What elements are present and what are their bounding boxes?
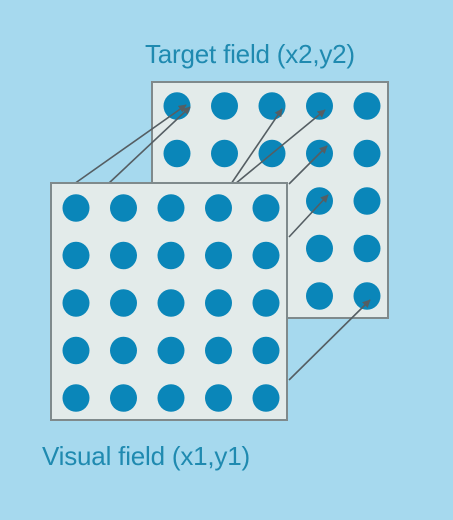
visual-field-dot-r3-c2 bbox=[110, 289, 137, 317]
mapping-arrow-5 bbox=[288, 145, 328, 185]
mapping-arrow-1 bbox=[73, 104, 187, 185]
visual-field-dot-r2-c4 bbox=[205, 241, 232, 270]
visual-field-dot-r4-c5 bbox=[252, 336, 280, 365]
visual-field-dot-r2-c5 bbox=[252, 241, 280, 270]
visual-field-dot-r5-c2 bbox=[110, 384, 137, 412]
mapping-arrow-4 bbox=[234, 109, 326, 185]
visual-field-dot-r3-c4 bbox=[205, 289, 232, 317]
target-field-dot-r5-c5 bbox=[353, 282, 381, 310]
visual-field-dot-r4-c2 bbox=[110, 336, 137, 365]
visual-field-dot-r4-c4 bbox=[205, 336, 232, 365]
mapping-arrows bbox=[73, 104, 371, 381]
target-field-dot-r4-c5 bbox=[353, 234, 381, 263]
visual-field-dot-r4-c3 bbox=[157, 336, 185, 365]
target-field-dot-r4-c4 bbox=[306, 234, 333, 263]
target-field-dot-r1-c1 bbox=[163, 92, 191, 120]
visual-field-dot-r2-c2 bbox=[110, 241, 137, 270]
visual-field-panel bbox=[50, 182, 288, 421]
visual-field-dot-r5-c3 bbox=[157, 384, 185, 412]
visual-field-dot-r1-c4 bbox=[205, 194, 232, 222]
target-field-dot-r1-c5 bbox=[353, 92, 381, 120]
mapping-arrow-7 bbox=[288, 299, 371, 381]
target-field-dot-r3-c4 bbox=[306, 187, 333, 215]
visual-field-dot-r5-c1 bbox=[62, 384, 90, 412]
visual-field-dot-r2-c3 bbox=[157, 241, 185, 270]
target-field-dot-r3-c5 bbox=[353, 187, 381, 215]
target-field-dot-r2-c5 bbox=[353, 139, 381, 168]
visual-field-dot-r4-c1 bbox=[62, 336, 90, 365]
visual-field-dot-r2-c1 bbox=[62, 241, 90, 270]
target-field-dot-r2-c2 bbox=[211, 139, 238, 168]
target-field-dot-r1-c4 bbox=[306, 92, 333, 120]
mapping-arrow-6 bbox=[288, 194, 329, 238]
visual-field-dot-r1-c1 bbox=[62, 194, 90, 222]
visual-field-dot-r1-c2 bbox=[110, 194, 137, 222]
visual-field-dot-r5-c5 bbox=[252, 384, 280, 412]
visual-field-dot-r3-c1 bbox=[62, 289, 90, 317]
visual-field-label: Visual field (x1,y1) bbox=[42, 441, 250, 471]
mapping-arrow-2 bbox=[107, 106, 191, 185]
target-field-dot-r5-c4 bbox=[306, 282, 333, 310]
target-field-label: Target field (x2,y2) bbox=[145, 39, 355, 69]
visual-field-dot-r5-c4 bbox=[205, 384, 232, 412]
target-field-dot-r1-c2 bbox=[211, 92, 238, 120]
target-field-dot-r2-c1 bbox=[163, 139, 191, 168]
mapping-arrow-3 bbox=[230, 108, 283, 185]
visual-field-dot-r3-c3 bbox=[157, 289, 185, 317]
visual-field-dot-r1-c3 bbox=[157, 194, 185, 222]
visual-field-dot-r1-c5 bbox=[252, 194, 280, 222]
visual-field-dot-r3-c5 bbox=[252, 289, 280, 317]
target-field-dot-r1-c3 bbox=[258, 92, 286, 120]
